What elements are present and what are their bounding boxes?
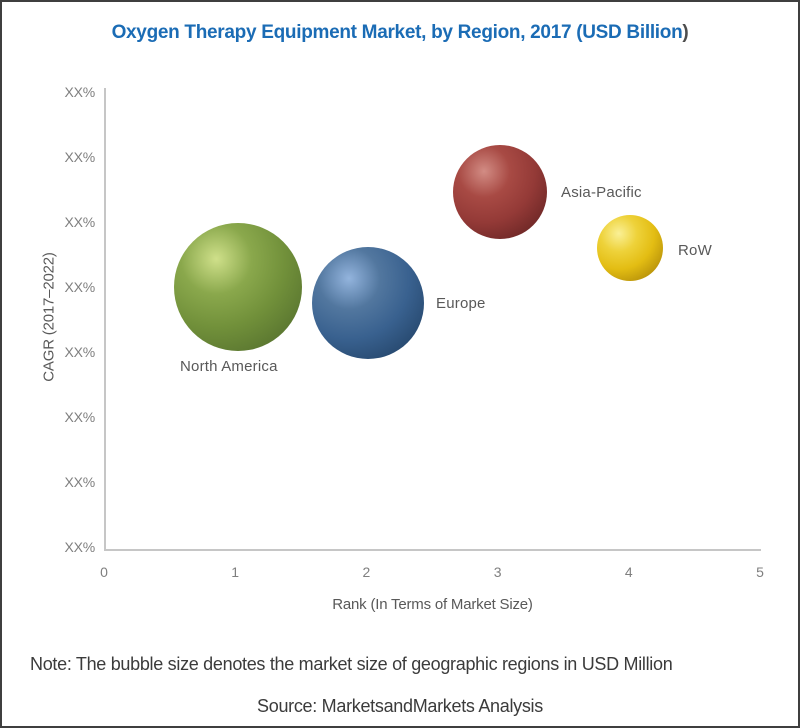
y-tick-label: XX% [64,409,95,425]
x-tick-label: 3 [493,564,502,580]
y-axis-label: CAGR (2017–2022) [40,252,58,382]
y-tick-label: XX% [64,214,95,230]
bubble-north-america [174,223,302,351]
x-tick-label: 5 [756,564,764,580]
x-axis-line [104,549,761,551]
y-tick-label: XX% [64,474,95,490]
y-tick-label: XX% [64,149,95,165]
bubble-label-north-america: North America [180,358,278,375]
y-axis-line [104,88,106,551]
x-tick-label: 4 [624,564,633,580]
x-tick-label: 0 [100,564,108,580]
x-tick-label: 2 [362,564,371,580]
chart-title-text: Oxygen Therapy Equipment Market, by Regi… [111,22,683,43]
bubble-label-row: RoW [678,242,712,259]
chart-title-paren: ) [682,22,689,43]
y-tick-label: XX% [64,539,95,555]
bubble-row [597,215,663,281]
y-tick-label: XX% [64,84,95,100]
note-text: Note: The bubble size denotes the market… [30,654,673,674]
bubble-europe [312,247,424,359]
x-tick-label: 1 [231,564,240,580]
y-tick-label: XX% [64,344,95,360]
y-tick-label: XX% [64,279,95,295]
x-axis-label: Rank (In Terms of Market Size) [332,596,533,613]
chart-title: Oxygen Therapy Equipment Market, by Regi… [2,22,798,44]
bubble-asia-pacific [453,145,547,239]
bubble-label-asia-pacific: Asia-Pacific [561,184,642,201]
source-text: Source: MarketsandMarkets Analysis [257,696,543,716]
bubble-label-europe: Europe [436,295,486,312]
